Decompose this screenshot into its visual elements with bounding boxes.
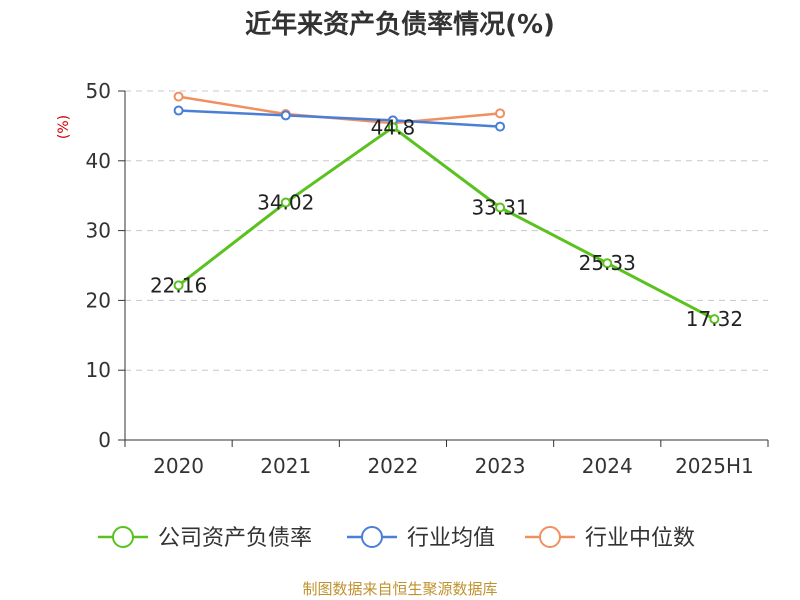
- series-point-2: [495, 108, 506, 119]
- data-label: 34.02: [257, 191, 314, 215]
- series-point-0: [173, 280, 184, 291]
- data-label: 33.31: [471, 195, 528, 219]
- axes: 0 10 20 30 40 50 2020 2021 2022 2023 2024 2025H1: [86, 79, 769, 478]
- data-label: 22.16: [150, 273, 207, 297]
- series-point-1: [280, 110, 291, 121]
- y-tick-label: 10: [86, 358, 111, 382]
- y-tick-label: 30: [86, 219, 111, 243]
- legend-item-0[interactable]: 公司资产负债率: [98, 526, 312, 551]
- legend-label: 行业均值: [407, 526, 495, 551]
- legend: 公司资产负债率 行业均值 行业中位数: [98, 526, 695, 551]
- series-point-2: [173, 91, 184, 102]
- data-label: 25.33: [579, 251, 636, 275]
- y-tick-label: 40: [86, 149, 111, 173]
- legend-swatch-marker: [539, 526, 561, 548]
- chart-title: 近年来资产负债率情况(%): [245, 9, 555, 40]
- series-point-1: [173, 105, 184, 116]
- legend-label: 行业中位数: [585, 526, 695, 551]
- x-tick-label: 2021: [260, 454, 311, 478]
- legend-label: 公司资产负债率: [158, 526, 312, 551]
- data-labels: 22.16 34.02 44.8 33.31 25.33 17.32: [150, 115, 743, 331]
- series-point-0: [709, 314, 720, 325]
- y-tick-label: 0: [98, 428, 111, 452]
- source-note: 制图数据来自恒生聚源数据库: [302, 580, 497, 598]
- series-point-0: [602, 258, 613, 269]
- y-tick-label: 50: [86, 79, 111, 103]
- series-line-2: [177, 95, 502, 125]
- y-tick-label: 20: [86, 288, 111, 312]
- series-point-1: [495, 121, 506, 132]
- series-line-0: [177, 125, 716, 321]
- x-tick-label: 2022: [367, 454, 418, 478]
- legend-item-2[interactable]: 行业中位数: [525, 526, 695, 551]
- x-tick-label: 2023: [475, 454, 526, 478]
- grid-lines: [125, 90, 768, 371]
- series-lines: [173, 91, 720, 325]
- x-tick-label: 2025H1: [675, 454, 754, 478]
- y-axis-unit: (%): [56, 115, 72, 139]
- x-tick-label: 2020: [153, 454, 204, 478]
- legend-swatch-marker: [112, 526, 134, 548]
- series-point-0: [495, 202, 506, 213]
- series-point-0: [387, 122, 398, 133]
- legend-item-1[interactable]: 行业均值: [347, 526, 495, 551]
- series-line-1: [177, 109, 502, 128]
- data-label: 44.8: [371, 115, 416, 139]
- series-point-0: [280, 197, 291, 208]
- legend-swatch-marker: [361, 526, 383, 548]
- x-tick-label: 2024: [582, 454, 633, 478]
- data-label: 17.32: [686, 307, 743, 331]
